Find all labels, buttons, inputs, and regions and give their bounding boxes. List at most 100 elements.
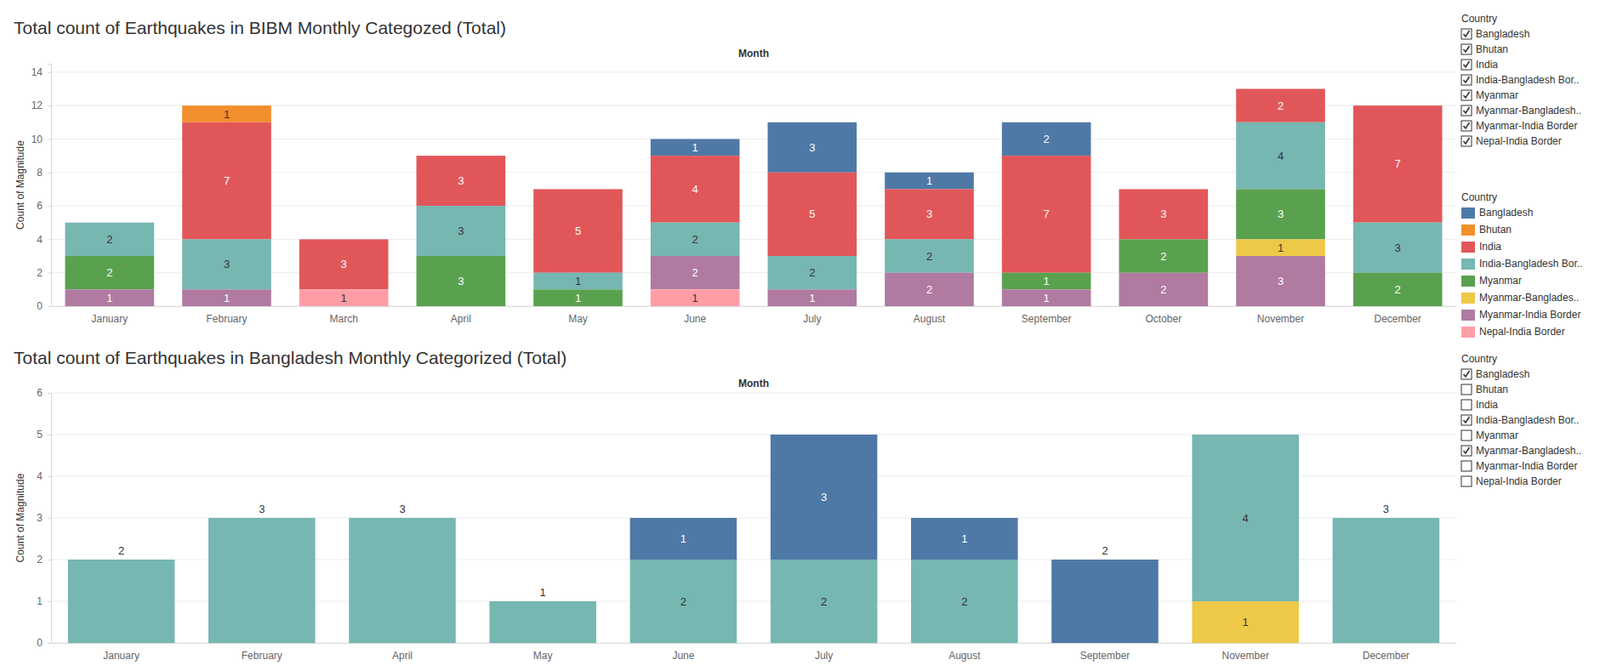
bar-segment — [630, 559, 738, 644]
data-label: 2 — [106, 233, 113, 246]
checkbox-box[interactable] — [1461, 399, 1472, 410]
bar-segment — [65, 222, 155, 257]
y-tick-mark — [47, 172, 52, 174]
checkbox-check[interactable] — [1463, 30, 1470, 37]
filter-checkbox[interactable] — [1461, 399, 1472, 410]
x-tick-label: March — [329, 313, 358, 325]
filter-label[interactable]: India-Bangladesh Bor.. — [1475, 414, 1579, 427]
checkbox-box[interactable] — [1461, 90, 1472, 101]
y-axis-title: Count of Magnitude — [14, 472, 27, 563]
checkbox-box[interactable] — [1461, 44, 1472, 55]
data-label: 3 — [1277, 207, 1284, 221]
filter-label[interactable]: India — [1475, 398, 1498, 411]
checkbox-box[interactable] — [1461, 136, 1472, 147]
checkbox-box[interactable] — [1461, 369, 1472, 380]
checkbox-check[interactable] — [1463, 107, 1470, 114]
x-tick-label: July — [802, 313, 821, 325]
checkbox-box[interactable] — [1461, 74, 1472, 86]
filter-label[interactable]: Myanmar-Bangladesh.. — [1475, 444, 1582, 457]
bar-segment — [770, 559, 878, 644]
filter-label[interactable]: Bhutan — [1475, 43, 1509, 56]
filter-checkbox[interactable] — [1461, 90, 1472, 101]
checkbox-check[interactable] — [1463, 91, 1470, 98]
checkbox-check[interactable] — [1463, 76, 1470, 83]
data-label: 2 — [1395, 283, 1401, 297]
filter-checkbox[interactable] — [1461, 384, 1472, 395]
x-tick: May — [568, 306, 588, 325]
checkbox-check[interactable] — [1463, 370, 1470, 377]
checkbox-check[interactable] — [1463, 137, 1470, 144]
legend: CountryBangladeshBhutanIndiaIndia-Bangla… — [1461, 191, 1583, 338]
filter-checkbox[interactable] — [1461, 430, 1472, 441]
filter-label[interactable]: Bhutan — [1475, 383, 1509, 396]
checkbox-check[interactable] — [1463, 45, 1470, 52]
data-label: 7 — [1043, 207, 1050, 221]
legend-swatch — [1461, 224, 1475, 236]
checkbox-check[interactable] — [1463, 416, 1470, 423]
checkbox-box[interactable] — [1461, 384, 1472, 395]
checkbox-check[interactable] — [1463, 122, 1470, 129]
x-tick-label: June — [671, 649, 695, 662]
x-tick: May — [533, 643, 553, 662]
bar-segment — [768, 256, 858, 290]
filter-label[interactable]: Bangladesh — [1475, 368, 1530, 381]
checkbox-box[interactable] — [1461, 28, 1472, 40]
legend-label: Myanmar-India Border — [1479, 308, 1581, 321]
data-label: 3 — [1160, 207, 1167, 221]
bar-segment — [1051, 559, 1159, 644]
grid-line — [51, 71, 1457, 73]
checkbox-box[interactable] — [1461, 461, 1472, 472]
data-label: 2 — [692, 266, 699, 280]
filter-label[interactable]: Myanmar-India Border — [1475, 460, 1578, 473]
checkbox-box[interactable] — [1461, 445, 1472, 456]
x-tick-label: April — [392, 649, 413, 662]
x-tick-label: July — [814, 649, 833, 662]
bar-segment — [1353, 222, 1443, 274]
filter-checkbox[interactable] — [1461, 28, 1472, 40]
checkbox-check[interactable] — [1463, 447, 1470, 454]
checkbox-box[interactable] — [1461, 476, 1472, 487]
filter-checkbox[interactable] — [1461, 415, 1472, 426]
checkbox-box[interactable] — [1461, 120, 1472, 131]
filter-label[interactable]: Bangladesh — [1475, 28, 1530, 40]
checkbox-check[interactable] — [1463, 61, 1470, 68]
filter: CountryBangladeshBhutanIndiaIndia-Bangla… — [1461, 12, 1582, 148]
filter-checkbox[interactable] — [1461, 476, 1472, 487]
bar-segment — [768, 122, 858, 173]
filter-checkbox[interactable] — [1461, 59, 1472, 70]
filter-label[interactable]: Nepal-India Border — [1475, 475, 1562, 488]
filter-label[interactable]: Nepal-India Border — [1475, 135, 1562, 148]
filter-label[interactable]: Myanmar-Bangladesh.. — [1475, 104, 1582, 117]
filter-checkbox[interactable] — [1461, 445, 1472, 456]
filter-checkbox[interactable] — [1461, 369, 1472, 380]
bar-segment — [650, 155, 741, 223]
x-tick-label: September — [1080, 649, 1131, 662]
y-tick-label: 3 — [36, 512, 43, 524]
filter-checkbox[interactable] — [1461, 461, 1472, 472]
bar-segment — [650, 138, 741, 156]
y-tick: 6 — [36, 387, 52, 399]
checkbox-box[interactable] — [1461, 415, 1472, 426]
bar-segment — [1235, 256, 1326, 307]
checkbox-box[interactable] — [1461, 59, 1472, 70]
filter-label[interactable]: India — [1475, 58, 1498, 71]
filter-checkbox[interactable] — [1461, 105, 1472, 116]
checkbox-box[interactable] — [1461, 430, 1472, 441]
x-tick-label: November — [1222, 649, 1270, 662]
filter-label[interactable]: Myanmar — [1475, 429, 1519, 442]
x-tick: November — [1222, 643, 1270, 662]
bar-segment — [911, 559, 1019, 644]
filter-label[interactable]: Myanmar — [1475, 89, 1519, 102]
filter-label[interactable]: India-Bangladesh Bor.. — [1475, 74, 1579, 86]
filter-label[interactable]: Myanmar-India Border — [1475, 119, 1578, 132]
x-tick-label: November — [1257, 313, 1304, 325]
filter-checkbox[interactable] — [1461, 136, 1472, 147]
checkbox-box[interactable] — [1461, 105, 1472, 116]
filter-checkbox[interactable] — [1461, 44, 1472, 55]
x-tick-label: September — [1021, 313, 1072, 325]
x-tick: August — [948, 643, 981, 662]
data-label: 1 — [223, 291, 230, 305]
filter-checkbox[interactable] — [1461, 120, 1472, 131]
legend-swatch — [1461, 292, 1475, 304]
filter-checkbox[interactable] — [1461, 74, 1472, 86]
